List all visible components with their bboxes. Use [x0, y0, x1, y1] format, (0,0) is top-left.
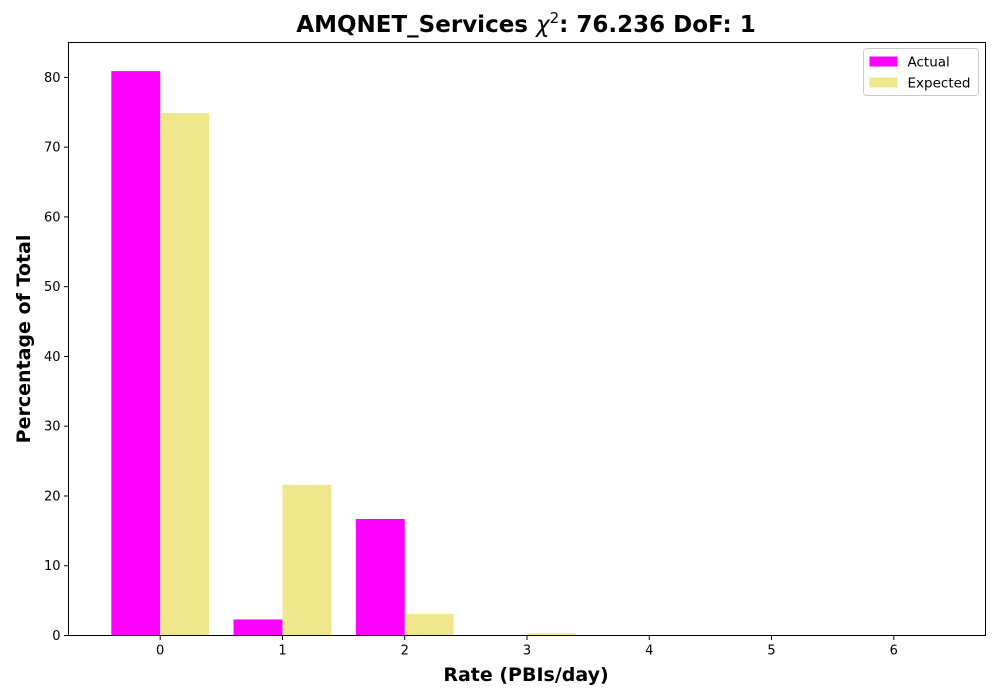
- bar-expected-3: [527, 633, 576, 636]
- title-prefix: AMQNET_Services: [296, 12, 536, 38]
- y-axis-label: Percentage of Total: [13, 235, 35, 444]
- chart-title: AMQNET_Services χ2: 76.236 DoF: 1: [296, 9, 755, 38]
- y-axis-ticks: 0 10 20 30 40 50 60 70 80: [44, 71, 69, 644]
- bar-actual-0: [111, 71, 161, 636]
- x-axis-label: Rate (PBIs/day): [443, 664, 608, 686]
- y-tick-label: 0: [52, 629, 60, 644]
- y-tick-label: 40: [44, 350, 61, 365]
- x-tick-label: 0: [156, 644, 164, 659]
- bar-actual-1: [233, 619, 283, 636]
- title-chi-symbol: χ: [534, 12, 551, 38]
- title-superscript: 2: [550, 9, 560, 27]
- x-axis-ticks: 0 1 2 3 4 5 6: [156, 635, 898, 659]
- legend-label-actual: Actual: [908, 55, 950, 71]
- x-tick-label: 6: [890, 644, 898, 659]
- bars-layer: [111, 71, 699, 636]
- y-tick-label: 10: [44, 559, 61, 574]
- y-tick-label: 50: [44, 280, 61, 295]
- y-tick-label: 20: [44, 489, 61, 504]
- legend: Actual Expected: [863, 48, 979, 96]
- x-tick-label: 5: [767, 644, 775, 659]
- bar-actual-2: [355, 518, 405, 636]
- legend-label-expected: Expected: [908, 76, 971, 92]
- y-tick-label: 80: [44, 71, 61, 86]
- legend-swatch-expected: [869, 77, 898, 88]
- x-tick-label: 4: [645, 644, 653, 659]
- x-tick-label: 1: [278, 644, 286, 659]
- bar-expected-1: [282, 484, 332, 636]
- y-tick-label: 30: [44, 420, 61, 435]
- bar-expected-0: [160, 112, 210, 636]
- y-tick-label: 70: [44, 141, 61, 156]
- legend-swatch-actual: [869, 56, 898, 67]
- x-tick-label: 3: [523, 644, 531, 659]
- title-suffix: : 76.236 DoF: 1: [559, 12, 756, 38]
- bar-expected-2: [404, 613, 454, 636]
- y-tick-label: 60: [44, 210, 61, 225]
- x-tick-label: 2: [401, 644, 409, 659]
